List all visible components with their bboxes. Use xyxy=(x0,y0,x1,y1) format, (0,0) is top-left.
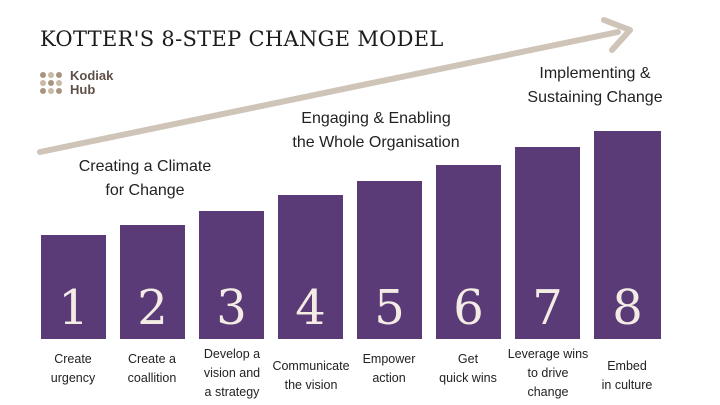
step-label-2: Create a coallition xyxy=(114,350,190,388)
step-bar-6: 6 xyxy=(436,165,501,339)
step-bar-5: 5 xyxy=(357,181,422,339)
step-number: 7 xyxy=(532,280,563,336)
step-number: 4 xyxy=(295,280,326,336)
step-label-line: Embed xyxy=(607,359,647,373)
phase-line: for Change xyxy=(105,182,185,199)
logo-line-1: Kodiak xyxy=(70,68,114,83)
step-number: 2 xyxy=(137,280,168,336)
step-number: 6 xyxy=(453,280,484,336)
step-label-line: Communicate xyxy=(272,359,350,373)
step-label-line: Create xyxy=(54,352,92,366)
step-label-6: Get quick wins xyxy=(430,350,506,388)
step-label-7: Leverage wins to drive change xyxy=(504,345,592,402)
phase-label-engaging: Engaging & Enabling the Whole Organisati… xyxy=(270,107,482,155)
step-number: 1 xyxy=(58,280,89,336)
step-label-line: urgency xyxy=(50,371,96,385)
step-number: 8 xyxy=(612,280,643,336)
step-bar-4: 4 xyxy=(278,195,343,339)
phase-line: Sustaining Change xyxy=(527,89,663,106)
step-bar-3: 3 xyxy=(199,211,264,339)
page-title: KOTTER'S 8-STEP CHANGE MODEL xyxy=(40,27,444,51)
step-label-line: vision and xyxy=(203,366,261,380)
phase-line: the Whole Organisation xyxy=(292,134,460,151)
step-label-line: coallition xyxy=(127,371,177,385)
step-bar-1: 1 xyxy=(41,235,106,339)
step-label-3: Develop a vision and a strategy xyxy=(193,345,271,402)
step-label-8: Embed in culture xyxy=(589,357,665,395)
phase-line: Engaging & Enabling xyxy=(301,110,451,127)
step-label-line: action xyxy=(372,371,406,385)
step-number: 3 xyxy=(216,280,247,336)
phase-label-climate: Creating a Climate for Change xyxy=(60,155,230,203)
step-label-line: Empower xyxy=(362,352,416,366)
step-label-line: the vision xyxy=(284,378,338,392)
step-label-line: Develop a xyxy=(203,347,261,361)
arrow-shaft xyxy=(37,29,621,155)
step-label-line: change xyxy=(527,385,569,399)
dot-grid-logo-icon xyxy=(40,72,62,94)
step-bar-2: 2 xyxy=(120,225,185,339)
step-bar-8: 8 xyxy=(594,131,661,339)
step-label-line: in culture xyxy=(601,378,653,392)
step-label-1: Create urgency xyxy=(35,350,111,388)
step-number: 5 xyxy=(374,280,405,336)
logo-line-2: Hub xyxy=(70,82,96,97)
step-label-5: Empower action xyxy=(351,350,427,388)
arrow-head-icon xyxy=(601,17,633,53)
step-label-line: quick wins xyxy=(439,371,497,385)
step-label-line: Create a xyxy=(128,352,176,366)
phase-line: Creating a Climate xyxy=(78,158,212,175)
phase-line: Implementing & xyxy=(539,65,651,82)
phase-label-implementing: Implementing & Sustaining Change xyxy=(508,62,682,110)
step-bar-7: 7 xyxy=(515,147,580,339)
step-label-4: Communicate the vision xyxy=(266,357,356,395)
step-label-line: Leverage wins xyxy=(507,347,589,361)
step-label-line: a strategy xyxy=(204,385,260,399)
step-label-line: Get xyxy=(457,352,479,366)
step-label-line: to drive xyxy=(527,366,569,380)
logo-text: Kodiak Hub xyxy=(70,69,113,97)
kodiak-hub-logo: Kodiak Hub xyxy=(40,69,113,97)
